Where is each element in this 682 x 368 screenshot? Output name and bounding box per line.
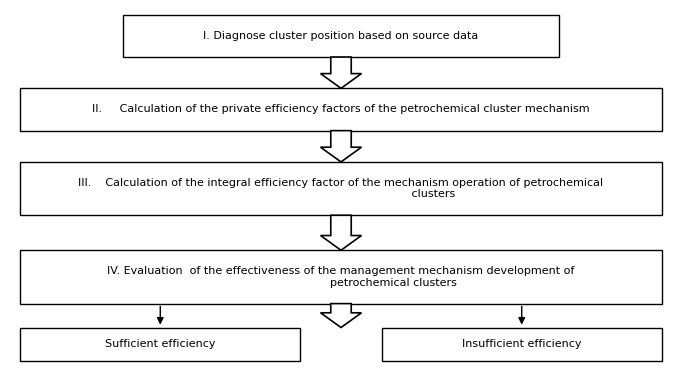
Text: IV. Evaluation  of the effectiveness of the management mechanism development of
: IV. Evaluation of the effectiveness of t… [107, 266, 575, 288]
FancyBboxPatch shape [123, 15, 559, 57]
Text: Sufficient efficiency: Sufficient efficiency [105, 339, 216, 349]
Text: Insufficient efficiency: Insufficient efficiency [462, 339, 582, 349]
FancyBboxPatch shape [20, 162, 662, 215]
Text: I. Diagnose cluster position based on source data: I. Diagnose cluster position based on so… [203, 31, 479, 41]
Polygon shape [321, 57, 361, 88]
Polygon shape [321, 131, 361, 162]
FancyBboxPatch shape [20, 250, 662, 304]
Polygon shape [321, 215, 361, 250]
FancyBboxPatch shape [20, 328, 300, 361]
Text: II.     Calculation of the private efficiency factors of the petrochemical clust: II. Calculation of the private efficienc… [92, 105, 590, 114]
Text: III.    Calculation of the integral efficiency factor of the mechanism operation: III. Calculation of the integral efficie… [78, 178, 604, 199]
Polygon shape [321, 304, 361, 328]
FancyBboxPatch shape [382, 328, 662, 361]
FancyBboxPatch shape [20, 88, 662, 131]
